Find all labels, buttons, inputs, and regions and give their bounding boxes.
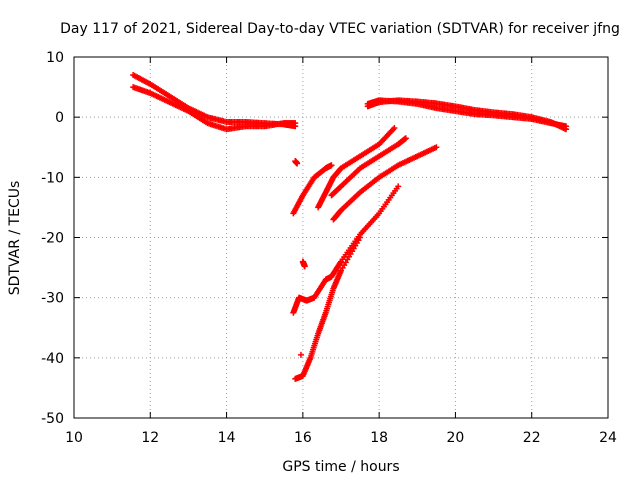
x-axis: 10 12 14 16 18 20 22 24 <box>65 57 617 446</box>
series-arc-9 <box>290 183 402 316</box>
x-tick-label: 24 <box>599 430 617 446</box>
series-arc-1 <box>130 72 299 130</box>
y-tick-label: 10 <box>46 50 64 66</box>
data-point <box>357 234 364 241</box>
series-arc-6 <box>328 135 409 199</box>
x-tick-label: 18 <box>370 430 388 446</box>
x-tick-label: 14 <box>218 430 236 446</box>
series-arc-10 <box>292 234 364 382</box>
x-tick-label: 22 <box>523 430 541 446</box>
x-tick-label: 10 <box>65 430 83 446</box>
data-point <box>292 120 299 127</box>
series-arc-8 <box>299 258 308 270</box>
data-point <box>433 144 440 151</box>
series-arc-11 <box>297 351 304 358</box>
chart-title: Day 117 of 2021, Sidereal Day-to-day VTE… <box>60 21 620 37</box>
series-arc-5 <box>315 124 398 211</box>
data-point <box>395 183 402 190</box>
data-point <box>297 351 304 358</box>
y-axis: 10 0 -10 -20 -30 -40 -50 <box>41 50 608 427</box>
y-tick-label: -10 <box>41 170 64 186</box>
data-point <box>328 162 335 169</box>
series-arc-2b <box>364 97 570 130</box>
series-arc-3 <box>292 158 301 167</box>
x-tick-label: 16 <box>294 430 312 446</box>
series-arc-7 <box>330 144 440 223</box>
series-arc-1b <box>130 84 299 133</box>
x-tick-label: 12 <box>141 430 159 446</box>
y-tick-label: 0 <box>55 110 64 126</box>
x-tick-label: 20 <box>447 430 465 446</box>
series-arc-4 <box>290 162 335 217</box>
data-points <box>130 72 570 382</box>
y-tick-label: -50 <box>41 411 64 427</box>
y-tick-label: -40 <box>41 351 64 367</box>
y-axis-label: SDTVAR / TECUs <box>7 181 23 296</box>
data-point <box>294 160 301 167</box>
y-tick-label: -20 <box>41 231 64 247</box>
data-point <box>391 124 398 131</box>
grid-lines <box>74 57 608 418</box>
x-axis-label: GPS time / hours <box>282 459 399 475</box>
data-point <box>563 123 570 130</box>
data-point <box>402 135 409 142</box>
data-point <box>301 263 308 270</box>
y-tick-label: -30 <box>41 291 64 307</box>
